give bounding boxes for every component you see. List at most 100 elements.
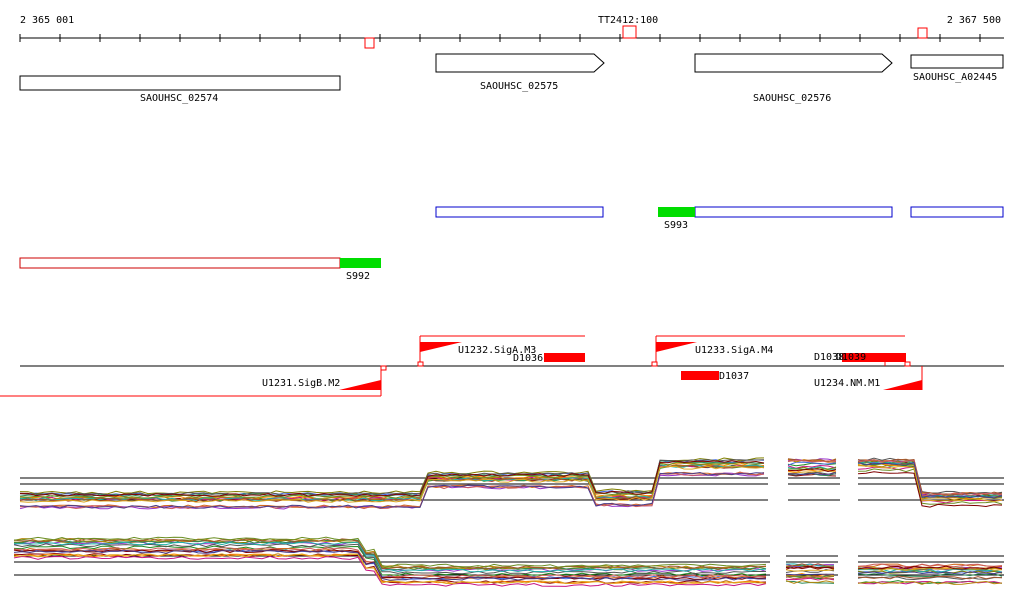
- expr-plus-series: [788, 471, 837, 476]
- expr-minus-series: [857, 565, 1003, 570]
- expr-minus-series: [785, 573, 835, 576]
- expr-minus-series: [857, 573, 1003, 578]
- coordinate-ruler: 2 365 001 2 367 500 TT2412:100: [19, 15, 1004, 49]
- terminator-label: TT2412:100: [598, 15, 658, 26]
- downshift-label: D1039: [836, 352, 866, 363]
- tu-label: U1232.SigA.M3: [458, 345, 536, 356]
- expr-minus-series: [13, 555, 767, 587]
- expr-plus-series: [857, 465, 1003, 503]
- tu-U1234.NM.M1[interactable]: U1234.NM.M1: [814, 361, 923, 390]
- terminator-mark-1[interactable]: [364, 37, 375, 49]
- gene-SAOUHSC_A02445[interactable]: SAOUHSC_A02445: [910, 54, 1004, 83]
- expr-minus-series: [857, 575, 1003, 580]
- expr-minus-series: [785, 576, 835, 580]
- downshift-bar[interactable]: [544, 353, 585, 362]
- gene-SAOUHSC_02576[interactable]: SAOUHSC_02576: [694, 53, 893, 104]
- expr-minus-series: [13, 549, 767, 581]
- expr-minus-series: [857, 563, 1003, 568]
- tu-label: U1233.SigA.M4: [695, 345, 773, 356]
- expr-minus-series: [785, 569, 835, 572]
- expr-minus-series: [857, 580, 1003, 585]
- gene-label: SAOUHSC_02576: [753, 93, 831, 104]
- gene-box[interactable]: [910, 54, 1004, 69]
- gene-arrow[interactable]: [435, 53, 605, 73]
- expr-plus-series: [787, 458, 837, 463]
- expr-minus-series: [13, 553, 766, 585]
- transcript-red-1[interactable]: [19, 257, 341, 269]
- tss-mark[interactable]: [904, 361, 911, 367]
- transcript-blue-1[interactable]: [435, 206, 604, 218]
- srna-box[interactable]: [658, 207, 695, 217]
- downshift-D1037[interactable]: D1037: [681, 371, 749, 382]
- expr-plus-series: [787, 468, 837, 473]
- transcript-track: S993 S992: [19, 206, 1004, 282]
- expr-plus-series: [19, 471, 765, 509]
- downshift-label: D1036: [513, 353, 543, 364]
- downshift-bar[interactable]: [681, 371, 719, 380]
- tu-U1231.SigB.M2[interactable]: U1231.SigB.M2: [0, 365, 387, 397]
- expr-minus-series: [857, 571, 1003, 575]
- expr-plus-series: [857, 463, 1003, 501]
- downshift-bar[interactable]: [842, 353, 906, 362]
- promoter-triangle[interactable]: [656, 342, 697, 352]
- gene-box[interactable]: [19, 75, 341, 91]
- gene-arrow[interactable]: [694, 53, 893, 73]
- expr-minus-series: [13, 538, 767, 570]
- srna-S993[interactable]: S993: [658, 207, 695, 231]
- tss-mark[interactable]: [417, 361, 424, 367]
- ruler-ticks: [19, 34, 981, 42]
- expr-plus-series: [19, 459, 765, 496]
- tu-U1232.SigA.M3[interactable]: U1232.SigA.M3: [417, 335, 585, 367]
- terminator-mark-2[interactable]: [622, 25, 637, 39]
- gene-label: SAOUHSC_02574: [140, 93, 218, 104]
- expr-plus-series: [19, 465, 765, 503]
- expr-plus-series: [19, 457, 765, 495]
- transcript-blue-3[interactable]: [910, 206, 1004, 218]
- expr-minus-series: [785, 580, 835, 584]
- expression-track-minus-strand: [13, 536, 1004, 587]
- terminator-mark-3[interactable]: [917, 27, 928, 39]
- expr-minus-series: [13, 536, 767, 568]
- expr-plus-series: [787, 470, 837, 474]
- gene-track: SAOUHSC_02574 SAOUHSC_02575 SAOUHSC_0257…: [19, 53, 1004, 104]
- downshift-label: D1037: [719, 371, 749, 382]
- promoter-triangle[interactable]: [420, 342, 462, 352]
- srna-label: S992: [346, 271, 370, 282]
- downshift-D1038-D1039[interactable]: D1038 D1039: [814, 352, 906, 363]
- transcription-unit-track: U1232.SigA.M3 U1233.SigA.M4 U1231.SigB.M…: [0, 335, 1004, 397]
- tu-label: U1231.SigB.M2: [262, 378, 340, 389]
- expr-plus-series: [857, 461, 1003, 499]
- expr-plus-series: [857, 468, 1003, 505]
- expr-minus-series: [13, 547, 767, 579]
- expr-plus-series: [857, 471, 1003, 508]
- gene-label: SAOUHSC_02575: [480, 81, 558, 92]
- expr-minus-series: [13, 541, 767, 573]
- tu-U1233.SigA.M4[interactable]: U1233.SigA.M4: [651, 335, 905, 367]
- expr-minus-series: [13, 549, 766, 581]
- expr-minus-series: [785, 575, 835, 578]
- expr-plus-series: [787, 459, 836, 463]
- ruler-end-label: 2 367 500: [947, 15, 1001, 26]
- downshift-D1036[interactable]: D1036: [513, 353, 585, 364]
- tu-label: U1234.NM.M1: [814, 378, 880, 389]
- gene-SAOUHSC_02574[interactable]: SAOUHSC_02574: [19, 75, 341, 104]
- expr-plus-series: [20, 460, 765, 497]
- srna-S992[interactable]: S992: [340, 258, 381, 282]
- promoter-triangle[interactable]: [339, 380, 381, 390]
- downshift-label: D1038: [814, 352, 844, 363]
- expr-minus-series: [857, 570, 1003, 574]
- transcript-blue-2[interactable]: [694, 206, 893, 218]
- gene-label: SAOUHSC_A02445: [913, 72, 997, 83]
- srna-box[interactable]: [340, 258, 381, 268]
- srna-label: S993: [664, 220, 688, 231]
- expr-plus-series: [19, 464, 765, 502]
- expr-plus-series: [19, 464, 765, 502]
- tss-mark[interactable]: [651, 361, 658, 367]
- gene-SAOUHSC_02575[interactable]: SAOUHSC_02575: [435, 53, 605, 92]
- expr-minus-series: [785, 565, 835, 569]
- tss-mark[interactable]: [380, 365, 387, 371]
- promoter-triangle[interactable]: [883, 380, 922, 390]
- expression-track-plus-strand: [19, 457, 1004, 510]
- ruler-start-label: 2 365 001: [20, 15, 74, 26]
